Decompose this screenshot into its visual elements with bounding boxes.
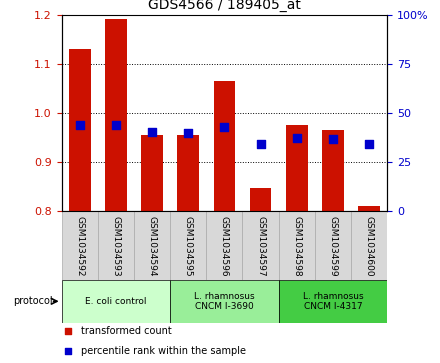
Point [149, 129, 156, 135]
Text: GSM1034598: GSM1034598 [292, 216, 301, 277]
Title: GDS4566 / 189405_at: GDS4566 / 189405_at [148, 0, 301, 12]
Point [221, 125, 228, 130]
Text: E. coli control: E. coli control [85, 297, 147, 306]
Text: GSM1034596: GSM1034596 [220, 216, 229, 277]
Text: GSM1034592: GSM1034592 [75, 216, 84, 277]
Point [330, 136, 337, 142]
Text: GSM1034599: GSM1034599 [328, 216, 337, 277]
Point [257, 142, 264, 147]
Point [76, 122, 83, 128]
Bar [62, 280, 170, 323]
Text: transformed count: transformed count [81, 326, 172, 336]
Point [65, 348, 72, 354]
Bar [134, 211, 170, 280]
Bar [62, 211, 98, 280]
Text: GSM1034593: GSM1034593 [111, 216, 121, 277]
Text: L. rhamnosus
CNCM I-4317: L. rhamnosus CNCM I-4317 [303, 291, 363, 311]
Bar [69, 49, 91, 211]
Bar [286, 125, 308, 211]
Bar [351, 211, 387, 280]
Bar [141, 135, 163, 211]
Bar [206, 211, 242, 280]
Bar [242, 211, 279, 280]
Bar [279, 211, 315, 280]
Point [65, 328, 72, 334]
Bar [358, 206, 380, 211]
Text: protocol: protocol [13, 296, 53, 306]
Bar [105, 20, 127, 211]
Bar [315, 211, 351, 280]
Point [185, 130, 192, 136]
Point [112, 122, 119, 128]
Bar [213, 81, 235, 211]
Text: percentile rank within the sample: percentile rank within the sample [81, 346, 246, 356]
Bar [170, 211, 206, 280]
Bar [170, 280, 279, 323]
Text: L. rhamnosus
CNCM I-3690: L. rhamnosus CNCM I-3690 [194, 291, 255, 311]
Text: GSM1034594: GSM1034594 [147, 216, 157, 277]
Text: GSM1034600: GSM1034600 [365, 216, 374, 277]
Point [366, 142, 373, 147]
Bar [250, 188, 271, 211]
Bar [322, 130, 344, 211]
Point [293, 135, 300, 141]
Bar [279, 280, 387, 323]
Text: GSM1034595: GSM1034595 [184, 216, 193, 277]
Bar [177, 135, 199, 211]
Text: GSM1034597: GSM1034597 [256, 216, 265, 277]
Bar [98, 211, 134, 280]
